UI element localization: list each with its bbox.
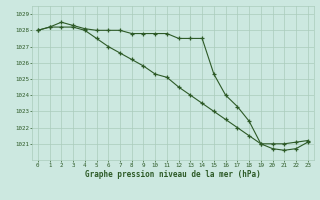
- X-axis label: Graphe pression niveau de la mer (hPa): Graphe pression niveau de la mer (hPa): [85, 170, 261, 179]
